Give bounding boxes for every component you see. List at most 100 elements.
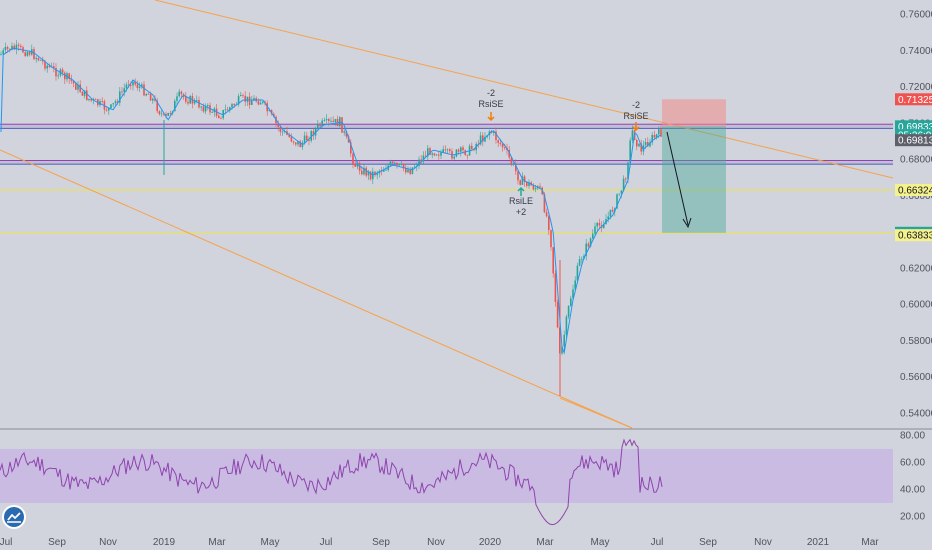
- candle[interactable]: [640, 143, 642, 152]
- candle[interactable]: [389, 161, 392, 166]
- stop-loss-zone[interactable]: [662, 99, 726, 127]
- candle[interactable]: [380, 170, 383, 172]
- candle[interactable]: [233, 104, 235, 106]
- candle[interactable]: [462, 147, 464, 151]
- candle[interactable]: [70, 78, 73, 81]
- candle[interactable]: [627, 162, 629, 180]
- candle[interactable]: [345, 131, 348, 137]
- candle[interactable]: [457, 149, 460, 152]
- candle[interactable]: [299, 141, 301, 147]
- candle[interactable]: [556, 302, 559, 328]
- rsi-line[interactable]: [0, 438, 663, 526]
- candle[interactable]: [411, 167, 414, 174]
- candle[interactable]: [578, 259, 581, 266]
- candle[interactable]: [15, 44, 18, 50]
- candle[interactable]: [519, 180, 521, 185]
- candle[interactable]: [352, 153, 354, 164]
- candle[interactable]: [154, 98, 156, 101]
- candle[interactable]: [653, 135, 656, 138]
- candle[interactable]: [517, 171, 519, 181]
- candle[interactable]: [396, 162, 398, 166]
- candle[interactable]: [310, 131, 312, 141]
- candle[interactable]: [609, 209, 612, 217]
- candle[interactable]: [94, 99, 97, 100]
- candle[interactable]: [83, 90, 86, 96]
- candle[interactable]: [202, 106, 205, 112]
- candle[interactable]: [574, 280, 576, 290]
- candle[interactable]: [334, 119, 337, 122]
- candle[interactable]: [644, 142, 647, 146]
- candle[interactable]: [365, 167, 367, 176]
- candle[interactable]: [625, 178, 627, 180]
- candle[interactable]: [101, 101, 103, 102]
- candle[interactable]: [409, 169, 411, 174]
- candle[interactable]: [6, 47, 9, 49]
- candle[interactable]: [297, 141, 299, 145]
- candle[interactable]: [363, 167, 365, 175]
- candle[interactable]: [165, 113, 167, 116]
- candle[interactable]: [130, 85, 132, 86]
- candle[interactable]: [629, 140, 631, 163]
- candle[interactable]: [156, 100, 158, 112]
- candle[interactable]: [86, 90, 88, 101]
- candle[interactable]: [20, 45, 22, 47]
- candle[interactable]: [510, 157, 513, 164]
- candle[interactable]: [356, 162, 359, 167]
- candle[interactable]: [288, 134, 290, 137]
- candle[interactable]: [594, 226, 596, 234]
- candle[interactable]: [563, 334, 565, 347]
- candle[interactable]: [405, 168, 407, 173]
- candle[interactable]: [88, 98, 90, 101]
- candle[interactable]: [108, 108, 110, 111]
- candle[interactable]: [424, 155, 427, 157]
- candle[interactable]: [398, 164, 400, 166]
- candle[interactable]: [253, 98, 255, 101]
- candle[interactable]: [295, 142, 297, 145]
- tradingview-logo[interactable]: [4, 507, 24, 527]
- candle[interactable]: [24, 52, 26, 56]
- candle[interactable]: [369, 171, 372, 180]
- candle[interactable]: [642, 145, 645, 152]
- candle[interactable]: [44, 61, 46, 69]
- candle[interactable]: [229, 107, 231, 111]
- candle[interactable]: [257, 101, 260, 105]
- price-pane[interactable]: [0, 0, 893, 428]
- candle[interactable]: [367, 171, 370, 176]
- candle[interactable]: [598, 223, 601, 226]
- candle[interactable]: [429, 148, 431, 155]
- candle[interactable]: [526, 182, 528, 186]
- candle[interactable]: [180, 91, 183, 95]
- candle[interactable]: [427, 148, 429, 157]
- candle[interactable]: [501, 143, 504, 148]
- candle[interactable]: [35, 58, 37, 60]
- candle[interactable]: [312, 131, 315, 136]
- candle[interactable]: [68, 73, 70, 79]
- candle[interactable]: [354, 163, 356, 167]
- candle[interactable]: [110, 104, 112, 108]
- candle[interactable]: [330, 120, 332, 122]
- candle[interactable]: [407, 169, 409, 173]
- candle[interactable]: [251, 100, 253, 105]
- candle[interactable]: [193, 100, 196, 104]
- candle[interactable]: [167, 113, 169, 116]
- candle[interactable]: [435, 154, 438, 156]
- candle[interactable]: [42, 60, 44, 62]
- candle[interactable]: [523, 176, 526, 182]
- candle[interactable]: [136, 84, 139, 88]
- candle[interactable]: [466, 154, 469, 156]
- candle[interactable]: [438, 154, 440, 156]
- candle[interactable]: [442, 149, 444, 153]
- candle[interactable]: [420, 159, 422, 162]
- candle[interactable]: [343, 131, 345, 133]
- candle[interactable]: [231, 104, 233, 108]
- candle[interactable]: [138, 86, 141, 88]
- candle[interactable]: [222, 110, 224, 119]
- candle[interactable]: [105, 109, 108, 111]
- candle[interactable]: [400, 163, 403, 165]
- candle[interactable]: [55, 68, 57, 77]
- candle[interactable]: [361, 170, 363, 175]
- candle[interactable]: [499, 142, 502, 144]
- candle[interactable]: [37, 58, 40, 61]
- candle[interactable]: [198, 100, 200, 108]
